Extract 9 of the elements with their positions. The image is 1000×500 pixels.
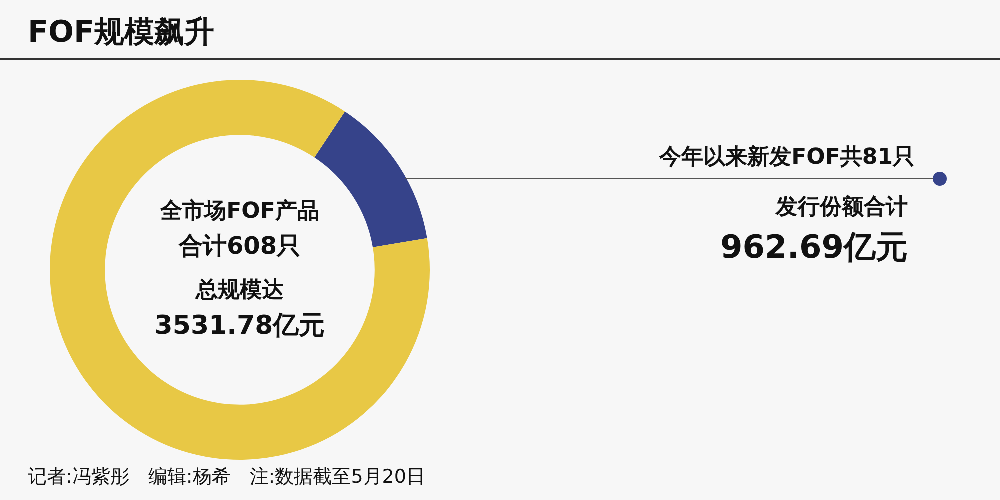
text: 总规模达 (194, 277, 285, 305)
text: 今年以来新发FOF共81只 (660, 144, 915, 172)
text: 全市场FOF产品 (159, 198, 320, 226)
text: 962.69亿元 (720, 227, 908, 268)
text: 合计608只 (178, 231, 302, 262)
text: 3531.78亿元 (154, 310, 326, 343)
chart-title: FOF规模飙升 (28, 14, 214, 52)
text: 记者:冯紫彤 编辑:杨希 注:数据截至5月20日 (28, 465, 426, 490)
text: 发行份额合计 (776, 194, 908, 222)
